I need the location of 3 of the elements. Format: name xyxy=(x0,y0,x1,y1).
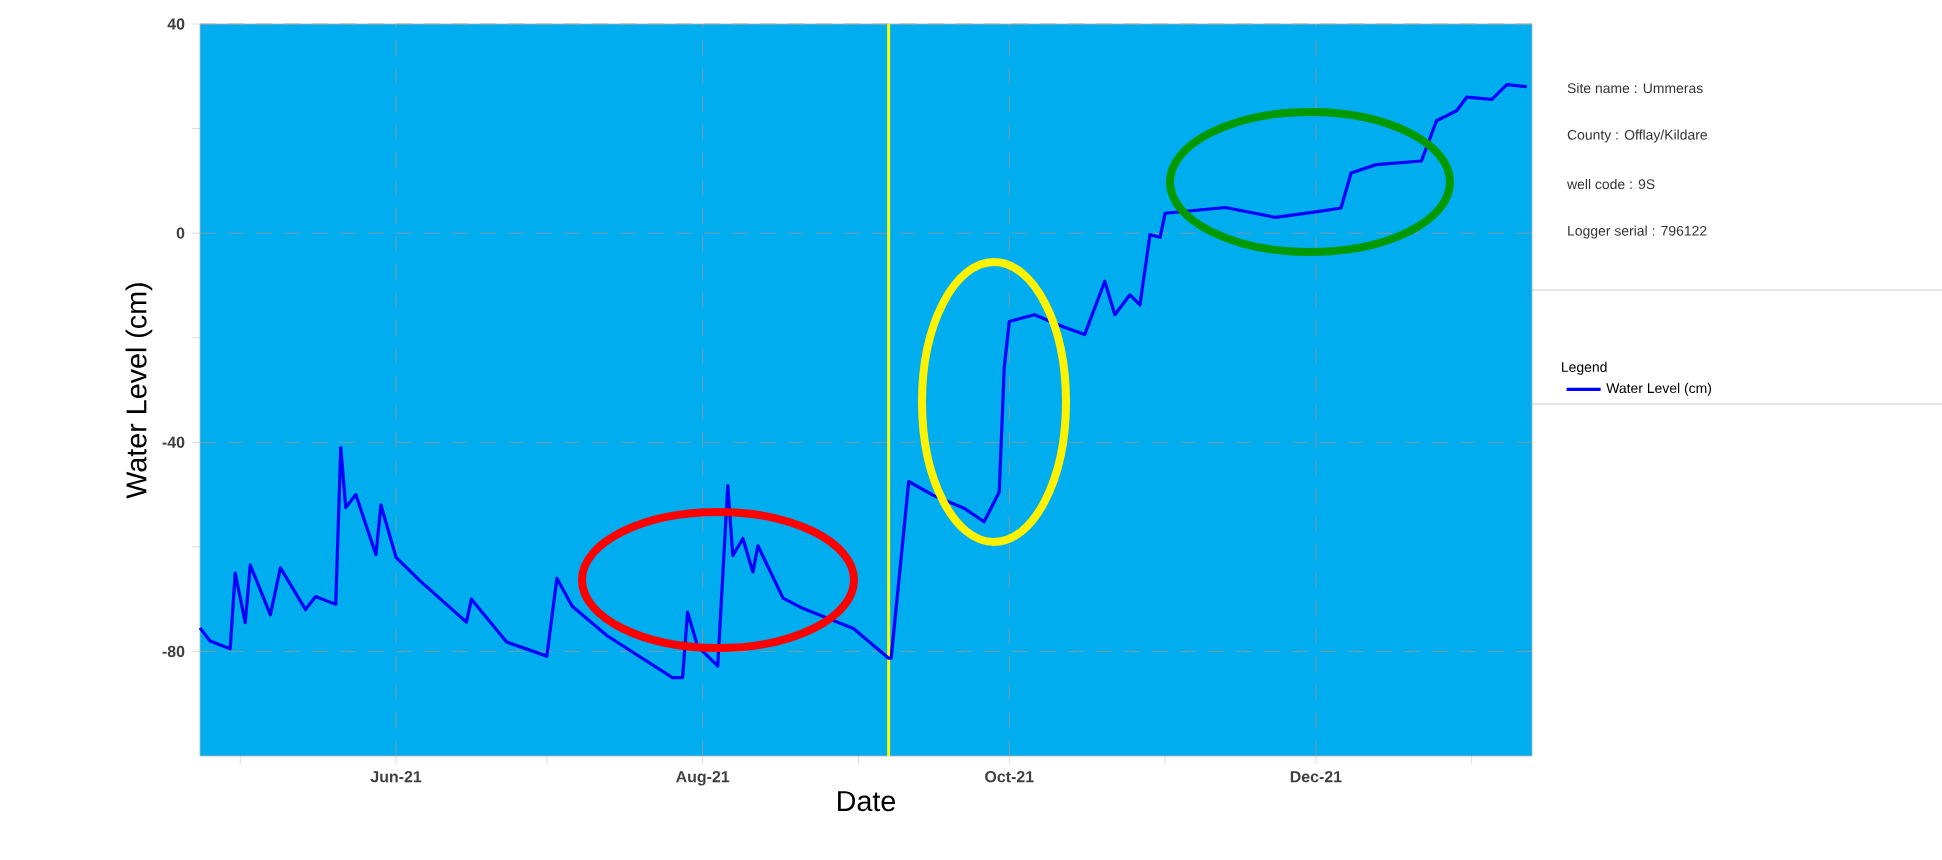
x-axis-title: Date xyxy=(838,791,896,812)
y-axis-title: Water Level (cm) xyxy=(125,283,153,499)
line-series xyxy=(198,83,1529,680)
